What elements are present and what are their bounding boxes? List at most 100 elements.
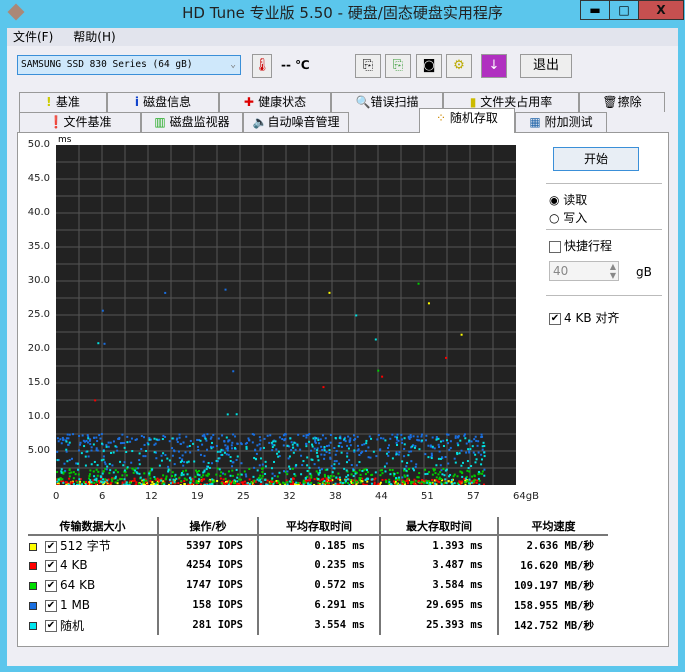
data-point: [284, 470, 287, 473]
write-radio[interactable]: ○ 写入: [549, 211, 588, 225]
data-point: [449, 473, 452, 476]
start-button[interactable]: 开始: [553, 147, 639, 171]
data-point: [402, 480, 405, 483]
data-point: [463, 433, 466, 436]
series-checkbox[interactable]: ✔: [45, 579, 57, 592]
data-point: [75, 480, 78, 483]
speaker-icon: 🔈: [252, 115, 268, 129]
data-point: [433, 468, 436, 471]
data-point: [275, 448, 278, 451]
series-checkbox[interactable]: ✔: [45, 620, 57, 632]
data-point: [371, 473, 374, 476]
data-point: [441, 456, 444, 459]
data-point: [335, 460, 338, 463]
data-point: [424, 453, 427, 456]
exit-button[interactable]: 退出: [520, 54, 572, 78]
data-point: [107, 478, 110, 481]
data-point: [379, 469, 382, 472]
y-tick-label: 20.0: [27, 343, 50, 354]
data-point: [405, 465, 408, 468]
data-point: [472, 481, 475, 484]
data-point: [448, 448, 451, 451]
data-point: [227, 470, 230, 473]
data-point: [261, 471, 264, 474]
data-point: [206, 433, 209, 436]
minimize-button[interactable]: ▬: [580, 0, 610, 20]
data-point: [67, 482, 70, 485]
read-radio[interactable]: ◉ 读取: [549, 193, 588, 207]
series-checkbox[interactable]: ✔: [45, 599, 57, 612]
data-point: [250, 481, 253, 484]
data-point: [355, 481, 358, 484]
menu-file[interactable]: 文件(F): [13, 30, 54, 44]
data-point: [252, 480, 255, 483]
tab-health[interactable]: ✚ 健康状态: [219, 92, 331, 112]
tab-random-access[interactable]: ⁘ 随机存取: [419, 108, 515, 133]
drive-select[interactable]: SAMSUNG SSD 830 Series (64 gB) ⌄: [17, 55, 241, 75]
download-icon[interactable]: ↓: [481, 54, 507, 78]
tab-benchmark[interactable]: ! 基准: [19, 92, 107, 112]
data-point: [104, 463, 107, 466]
data-point: [327, 482, 330, 485]
data-point: [191, 483, 194, 485]
data-point: [173, 479, 176, 482]
data-point: [90, 449, 93, 452]
tab-aam[interactable]: 🔈自动噪音管理: [243, 112, 349, 132]
spinner-icon[interactable]: ▲ ▼: [609, 262, 616, 280]
data-point: [407, 477, 410, 480]
data-point: [346, 482, 349, 485]
data-point: [185, 478, 188, 481]
data-point: [187, 460, 190, 463]
data-point: [434, 472, 437, 475]
data-point: [290, 441, 293, 444]
short-stroke-checkbox[interactable]: 快捷行程: [549, 237, 612, 254]
data-point: [158, 464, 161, 467]
data-point: [463, 434, 466, 437]
data-point: [286, 483, 289, 485]
data-point: [305, 442, 308, 445]
data-point: [335, 483, 338, 485]
tab-file-benchmark[interactable]: ❗文件基准: [19, 112, 141, 132]
data-point: [229, 480, 232, 483]
data-point: [112, 471, 115, 474]
data-point: [323, 449, 326, 452]
tab-extra-tests[interactable]: ▦ 附加测试: [515, 112, 607, 132]
data-point: [379, 474, 382, 477]
series-checkbox[interactable]: ✔: [45, 559, 57, 572]
camera-icon[interactable]: ◙: [416, 54, 442, 78]
data-point: [151, 468, 154, 471]
data-point: [273, 474, 276, 477]
data-point: [121, 442, 124, 445]
data-point: [95, 468, 98, 471]
temperature-button[interactable]: 🌡: [252, 54, 272, 78]
data-point: [358, 469, 361, 472]
tab-disk-info[interactable]: i 磁盘信息: [107, 92, 219, 112]
data-point: [65, 450, 68, 453]
stroke-size-input[interactable]: 40 ▲ ▼: [549, 261, 619, 281]
menu-help[interactable]: 帮助(H): [73, 30, 116, 44]
data-point: [61, 436, 64, 439]
tab-erase[interactable]: 🗑擦除: [579, 92, 665, 112]
series-checkbox[interactable]: ✔: [45, 540, 57, 553]
tab-folder-usage[interactable]: ▮ 文件夹占用率: [443, 92, 579, 112]
maximize-button[interactable]: □: [609, 0, 639, 20]
data-point: [365, 442, 368, 445]
copy-text-icon[interactable]: ⎘: [355, 54, 381, 78]
data-point: [395, 451, 398, 454]
data-point: [430, 457, 433, 460]
data-point: [114, 477, 117, 480]
data-point: [260, 477, 263, 480]
data-point: [99, 475, 102, 478]
data-point: [323, 479, 326, 482]
close-button[interactable]: X: [638, 0, 684, 20]
data-point: [134, 469, 137, 472]
data-point: [238, 478, 241, 481]
copy-screenshot-icon[interactable]: ⎘: [385, 54, 411, 78]
tab-error-scan[interactable]: 🔍错误扫描: [331, 92, 443, 112]
data-point: [397, 476, 400, 479]
data-point: [301, 464, 304, 467]
align-4kb-checkbox[interactable]: ✔ 4 KB 对齐: [549, 311, 620, 325]
tab-disk-monitor[interactable]: ▥ 磁盘监视器: [141, 112, 243, 132]
options-icon[interactable]: ⚙: [446, 54, 472, 78]
data-point: [143, 436, 146, 439]
